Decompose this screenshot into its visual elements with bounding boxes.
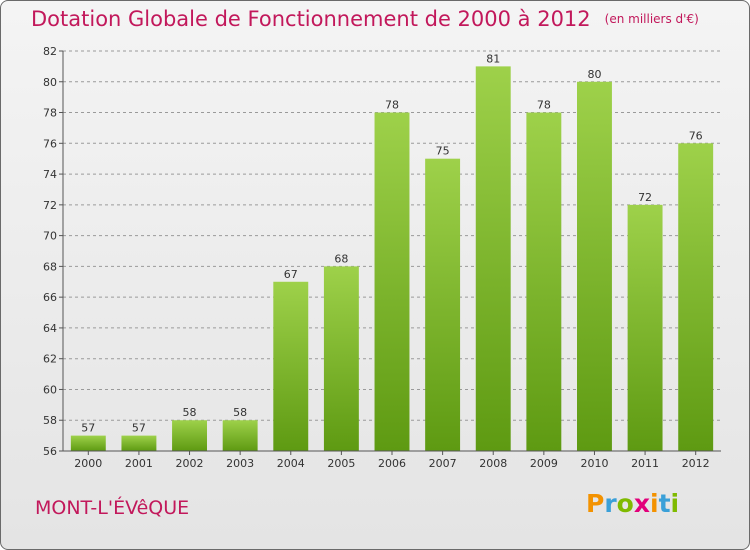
logo-letter: t bbox=[658, 489, 671, 518]
logo-letter: P bbox=[586, 489, 605, 518]
x-tick-label: 2004 bbox=[277, 457, 305, 470]
bar bbox=[273, 281, 309, 451]
logo-letter: i bbox=[650, 489, 659, 518]
chart-title: Dotation Globale de Fonctionnement de 20… bbox=[31, 7, 699, 31]
bar bbox=[374, 112, 410, 452]
x-tick-label: 2000 bbox=[74, 457, 102, 470]
logo-letter: x bbox=[633, 489, 650, 518]
bar bbox=[627, 204, 663, 451]
data-label: 57 bbox=[132, 422, 146, 435]
y-tick-label: 78 bbox=[43, 107, 57, 120]
bar bbox=[576, 81, 612, 452]
bar bbox=[121, 435, 157, 451]
bar bbox=[323, 266, 359, 451]
bar bbox=[475, 66, 511, 451]
x-tick-label: 2005 bbox=[327, 457, 355, 470]
data-label: 78 bbox=[537, 99, 551, 112]
axes: 56 58 60 62 64 66 68 70 72 74 76 78 80 82 2000 2001 2002… bbox=[43, 45, 721, 470]
y-tick-label: 60 bbox=[43, 383, 57, 396]
bar bbox=[172, 420, 208, 451]
bar bbox=[222, 420, 258, 451]
y-tick-label: 56 bbox=[43, 445, 57, 458]
town-name: MONT-L'ÉVêQUE bbox=[35, 497, 190, 519]
x-tick-label: 2007 bbox=[429, 457, 457, 470]
y-tick-label: 72 bbox=[43, 199, 57, 212]
logo-letter: i bbox=[670, 489, 680, 518]
data-label: 57 bbox=[81, 422, 95, 435]
data-label: 72 bbox=[638, 191, 652, 204]
data-label: 58 bbox=[233, 406, 247, 419]
x-tick-label: 2003 bbox=[226, 457, 254, 470]
bar bbox=[678, 143, 714, 452]
y-tick-label: 62 bbox=[43, 353, 57, 366]
y-tick-label: 76 bbox=[43, 137, 57, 150]
x-tick-label: 2009 bbox=[530, 457, 558, 470]
data-label: 78 bbox=[385, 99, 399, 112]
data-label: 81 bbox=[486, 52, 500, 65]
x-tick-label: 2010 bbox=[580, 457, 608, 470]
proxiti-logo: Proxiti bbox=[586, 489, 679, 518]
bars: 57 57 58 58 67 68 78 75 81 78 80 72 76 bbox=[70, 52, 714, 452]
y-tick-label: 58 bbox=[43, 414, 57, 427]
x-tick-label: 2008 bbox=[479, 457, 507, 470]
x-tick-label: 2012 bbox=[682, 457, 710, 470]
bar bbox=[526, 112, 562, 452]
x-tick-label: 2011 bbox=[631, 457, 659, 470]
data-label: 75 bbox=[436, 145, 450, 158]
y-tick-label: 82 bbox=[43, 45, 57, 58]
y-tick-label: 64 bbox=[43, 322, 57, 335]
x-tick-label: 2002 bbox=[176, 457, 204, 470]
logo-letter: o bbox=[616, 489, 634, 518]
bar bbox=[425, 158, 461, 451]
data-label: 58 bbox=[183, 406, 197, 419]
data-label: 67 bbox=[284, 268, 298, 281]
unit-note: (en milliers d'€) bbox=[604, 12, 699, 26]
data-label: 80 bbox=[587, 68, 601, 81]
y-tick-label: 66 bbox=[43, 291, 57, 304]
data-label: 68 bbox=[334, 252, 348, 265]
logo-letter: r bbox=[604, 489, 617, 518]
y-tick-label: 80 bbox=[43, 76, 57, 89]
y-tick-label: 68 bbox=[43, 260, 57, 273]
data-label: 76 bbox=[689, 129, 703, 142]
x-tick-label: 2006 bbox=[378, 457, 406, 470]
title-text: Dotation Globale de Fonctionnement de 20… bbox=[31, 7, 591, 31]
y-tick-label: 74 bbox=[43, 168, 57, 181]
bar bbox=[70, 435, 106, 451]
y-tick-label: 70 bbox=[43, 230, 57, 243]
x-tick-label: 2001 bbox=[125, 457, 153, 470]
